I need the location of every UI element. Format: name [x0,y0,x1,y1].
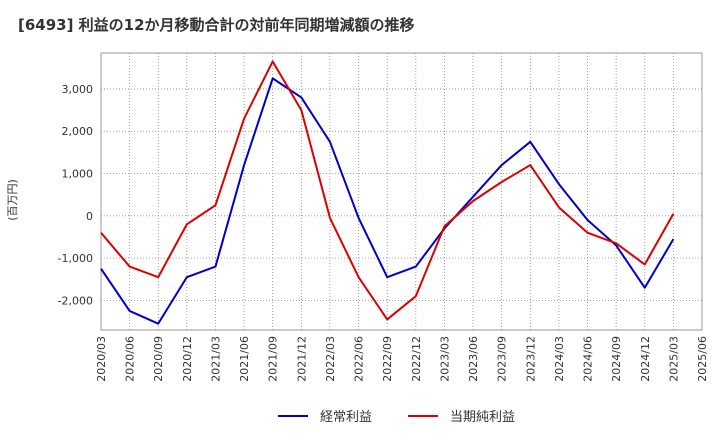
x-tick-label: 2025/03 [667,336,680,382]
x-tick-label: 2024/06 [582,336,595,382]
y-tick-label: 1,000 [62,168,94,181]
y-tick-label: 3,000 [62,83,94,96]
y-axis-label: (百万円) [6,179,19,221]
x-tick-label: 2023/09 [496,336,509,382]
x-tick-label: 2025/06 [696,336,709,382]
x-tick-label: 2022/09 [381,336,394,382]
y-tick-labels: 3,000 2,000 1,000 0 -1,000 -2,000 [58,83,93,307]
x-tick-label: 2024/03 [553,336,566,382]
x-tick-labels: 2020/03 2020/06 2020/09 2020/12 2021/03 2021/… [95,336,709,382]
legend-label-ordinary-profit: 経常利益 [320,410,372,425]
x-tick-label: 2022/06 [353,336,366,382]
x-tick-label: 2020/09 [152,336,165,382]
y-tick-label: 2,000 [62,125,94,138]
x-tick-label: 2022/12 [410,336,423,382]
series-lines [100,60,675,325]
x-tick-label: 2021/09 [267,336,280,382]
x-tick-label: 2023/03 [438,336,451,382]
x-tick-label: 2021/06 [238,336,251,382]
x-tick-label: 2021/12 [295,336,308,382]
x-tick-label: 2024/12 [639,336,652,382]
x-tick-label: 2023/12 [524,336,537,382]
legend: 経常利益 当期純利益 [278,410,515,425]
legend-label-net-profit: 当期純利益 [450,410,515,425]
y-tick-label: -2,000 [58,294,93,307]
x-tick-label: 2020/06 [124,336,137,382]
y-tick-label: -1,000 [58,252,93,265]
x-tick-label: 2022/03 [324,336,337,382]
x-tick-label: 2020/12 [181,336,194,382]
x-tick-label: 2020/03 [95,336,108,382]
chart-title: [6493] 利益の12か月移動合計の対前年同期増減額の推移 [18,16,415,34]
y-tick-label: 0 [86,210,93,223]
x-tick-label: 2023/06 [467,336,480,382]
x-tick-label: 2024/09 [610,336,623,382]
plot-area [100,52,703,331]
x-tick-label: 2021/03 [209,336,222,382]
grid [101,53,702,330]
